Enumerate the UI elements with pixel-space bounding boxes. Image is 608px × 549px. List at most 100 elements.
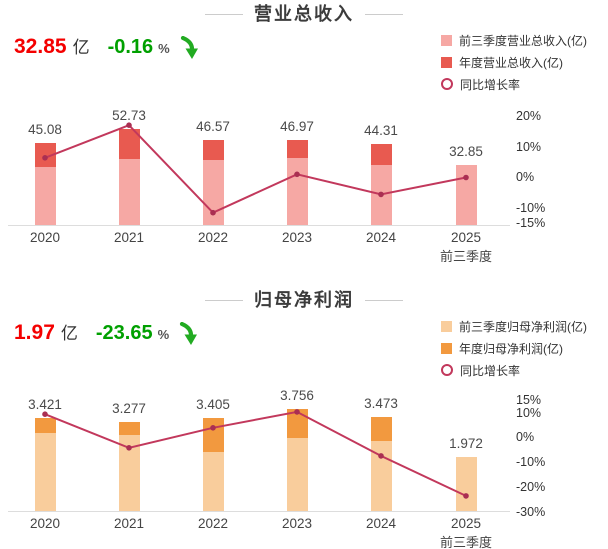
title-divider-right bbox=[365, 299, 403, 301]
bar-segment-q1q3 bbox=[202, 160, 224, 225]
growth-point bbox=[126, 122, 132, 128]
bar-value-label: 3.277 bbox=[112, 400, 146, 416]
revenue-chart-title: 营业总收入 bbox=[254, 4, 354, 24]
title-divider-left bbox=[205, 13, 243, 15]
y-axis-tick-label: -15% bbox=[516, 215, 546, 230]
bar-segment-q1q3 bbox=[34, 166, 56, 225]
bar-segment-annual bbox=[370, 416, 392, 441]
revenue-stat-change: -0.16 bbox=[107, 36, 154, 58]
x-axis-label: 2023 bbox=[281, 230, 313, 245]
legend-label: 前三季度归母净利润(亿) bbox=[459, 319, 587, 334]
x-axis-label: 2022 bbox=[197, 516, 229, 531]
bar-segment-annual bbox=[202, 140, 224, 161]
bar-segment-q1q3 bbox=[455, 165, 477, 225]
x-axis-label: 2025 bbox=[450, 230, 482, 245]
growth-rate-circle-icon bbox=[441, 364, 453, 376]
percent-sign: % bbox=[157, 327, 170, 342]
profit-stat-unit: 亿 bbox=[60, 324, 78, 343]
legend-item-growth-rate[interactable]: 同比增长率 bbox=[441, 363, 587, 378]
revenue-stat-unit: 亿 bbox=[72, 38, 90, 57]
down-arrow-icon bbox=[179, 321, 198, 351]
bar-segment-annual bbox=[202, 418, 224, 452]
legend-item-growth-rate[interactable]: 同比增长率 bbox=[441, 77, 587, 92]
legend-swatch-icon bbox=[441, 34, 452, 46]
revenue-plot-area: 45.08 2020 52.73 2021 46.57 2022 46.97 2023 44.3… bbox=[0, 0, 608, 264]
bar-value-label: 1.972 bbox=[449, 436, 483, 452]
x-axis-sublabel: 前三季度 bbox=[439, 535, 493, 549]
percent-sign: % bbox=[158, 41, 170, 56]
bar-segment-q1q3 bbox=[370, 440, 392, 511]
legend-item-annual[interactable]: 年度营业总收入(亿) bbox=[441, 55, 587, 70]
bar-segment-q1q3 bbox=[286, 437, 308, 511]
bar-segment-annual bbox=[286, 408, 308, 438]
legend-swatch-icon bbox=[441, 320, 452, 332]
legend-label: 同比增长率 bbox=[460, 77, 521, 92]
bar-segment-q1q3 bbox=[455, 457, 477, 511]
profit-section: 归母净利润 1.97 亿 -23.65 % 前三季度归母净利润(亿) 年度归母净利… bbox=[0, 286, 608, 549]
growth-rate-circle-icon bbox=[441, 78, 453, 90]
y-axis-tick-label: -20% bbox=[516, 479, 546, 494]
legend-label: 年度归母净利润(亿) bbox=[459, 341, 563, 356]
profit-legend: 前三季度归母净利润(亿) 年度归母净利润(亿) 同比增长率 bbox=[441, 319, 587, 385]
bar-segment-q1q3 bbox=[202, 451, 224, 511]
profit-chart-title: 归母净利润 bbox=[254, 290, 354, 310]
x-axis-label: 2021 bbox=[113, 230, 145, 245]
bar-segment-annual bbox=[118, 421, 140, 435]
profit-plot-area: 3.421 2020 3.277 2021 3.405 2022 3.756 2023 3.47… bbox=[0, 286, 608, 549]
x-axis-label: 2020 bbox=[29, 230, 61, 245]
revenue-stat-value: 32.85 bbox=[14, 35, 67, 58]
legend-item-q1q3[interactable]: 前三季度归母净利润(亿) bbox=[441, 319, 587, 334]
down-arrow-icon bbox=[180, 35, 198, 65]
legend-swatch-icon bbox=[441, 56, 452, 68]
x-axis-line bbox=[8, 225, 510, 226]
y-axis-tick-label: 10% bbox=[516, 405, 542, 420]
revenue-legend: 前三季度营业总收入(亿) 年度营业总收入(亿) 同比增长率 bbox=[441, 33, 587, 99]
bar-value-label: 3.756 bbox=[280, 387, 314, 403]
legend-label: 前三季度营业总收入(亿) bbox=[459, 33, 587, 48]
x-axis-line bbox=[8, 511, 510, 512]
bar-value-label: 52.73 bbox=[112, 108, 146, 124]
y-axis-tick-label: 15% bbox=[516, 393, 542, 408]
revenue-stat-row: 32.85 亿 -0.16 % bbox=[14, 33, 198, 62]
bar-value-label: 44.31 bbox=[364, 123, 398, 139]
bar-segment-q1q3 bbox=[34, 432, 56, 511]
revenue-section: 营业总收入 32.85 亿 -0.16 % 前三季度营业总收入(亿) 年度营业总收… bbox=[0, 0, 608, 264]
bar-segment-annual bbox=[34, 142, 56, 167]
bar-segment-annual bbox=[370, 144, 392, 165]
bar-segment-q1q3 bbox=[286, 158, 308, 225]
bar-value-label: 3.405 bbox=[196, 397, 230, 413]
title-divider-left bbox=[205, 299, 243, 301]
bar-segment-annual bbox=[118, 129, 140, 159]
legend-label: 同比增长率 bbox=[460, 363, 521, 378]
y-axis-tick-label: -30% bbox=[516, 504, 546, 519]
legend-item-q1q3[interactable]: 前三季度营业总收入(亿) bbox=[441, 33, 587, 48]
legend-label: 年度营业总收入(亿) bbox=[459, 55, 563, 70]
profit-stat-change: -23.65 bbox=[95, 322, 153, 344]
x-axis-label: 2022 bbox=[197, 230, 229, 245]
x-axis-label: 2020 bbox=[29, 516, 61, 531]
bar-segment-q1q3 bbox=[118, 158, 140, 225]
bar-value-label: 46.97 bbox=[280, 118, 314, 134]
growth-point bbox=[42, 411, 48, 417]
bar-segment-q1q3 bbox=[118, 434, 140, 511]
bar-segment-q1q3 bbox=[370, 164, 392, 225]
legend-swatch-icon bbox=[441, 342, 452, 354]
y-axis-tick-label: 0% bbox=[516, 170, 535, 184]
profit-stat-row: 1.97 亿 -23.65 % bbox=[14, 319, 198, 351]
y-axis-tick-label: 20% bbox=[516, 109, 542, 123]
y-axis-tick-label: -10% bbox=[516, 200, 546, 215]
bar-value-label: 3.473 bbox=[364, 395, 398, 411]
revenue-title-row: 营业总收入 bbox=[0, 5, 608, 23]
profit-stat-value: 1.97 bbox=[14, 321, 55, 344]
bar-segment-annual bbox=[286, 139, 308, 158]
legend-item-annual[interactable]: 年度归母净利润(亿) bbox=[441, 341, 587, 356]
bar-value-label: 32.85 bbox=[449, 144, 483, 160]
x-axis-label: 2023 bbox=[281, 516, 313, 531]
x-axis-label: 2024 bbox=[365, 516, 397, 531]
y-axis-tick-label: 0% bbox=[516, 430, 535, 445]
title-divider-right bbox=[365, 13, 403, 15]
bar-segment-annual bbox=[34, 417, 56, 433]
x-axis-label: 2021 bbox=[113, 516, 145, 531]
x-axis-label: 2025 bbox=[450, 516, 482, 531]
